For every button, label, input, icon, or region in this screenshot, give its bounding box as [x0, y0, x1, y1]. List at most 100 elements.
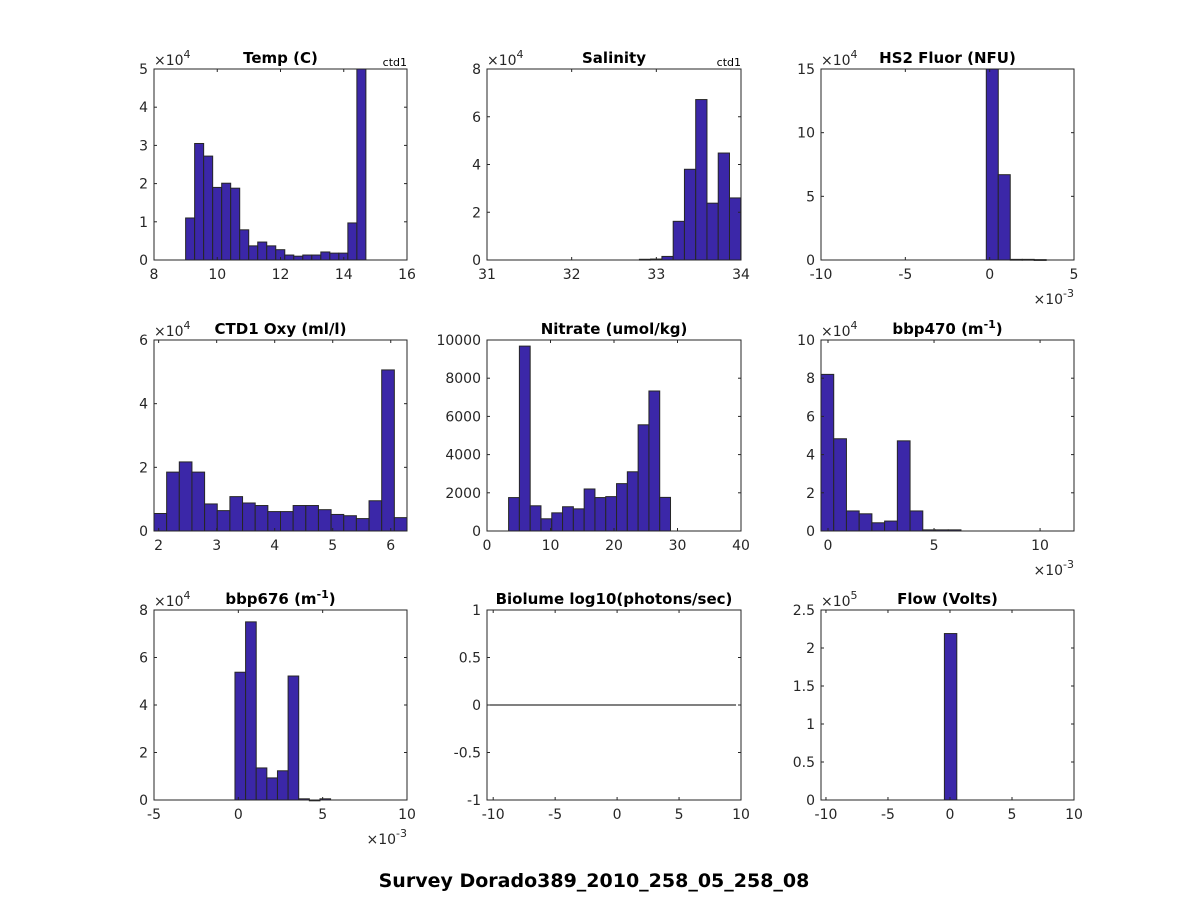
histogram-bar	[204, 503, 218, 532]
y-exponent-label: ×104	[821, 319, 858, 340]
histogram-bar	[997, 174, 1011, 261]
x-tick-label: 32	[563, 267, 581, 283]
subplot-title: Temp (C)	[243, 49, 318, 67]
y-tick-label: 5	[139, 62, 148, 78]
histogram-bar	[166, 471, 180, 532]
x-tick-label: 0	[483, 538, 492, 554]
histogram-bar	[845, 510, 860, 532]
x-tick-label: 0	[234, 807, 243, 823]
histogram-bar	[302, 254, 313, 261]
histogram-bar	[648, 390, 661, 532]
histogram-bar	[355, 518, 370, 532]
x-tick-label: 30	[669, 538, 687, 554]
histogram-bar	[229, 496, 244, 532]
histogram-bar	[311, 254, 322, 261]
y-tick-label: 8000	[445, 371, 481, 387]
y-tick-label: 1	[472, 603, 481, 619]
x-tick-label: -10	[815, 807, 838, 823]
y-tick-label: 2	[139, 177, 148, 193]
histogram-bar	[194, 142, 205, 261]
histogram-bar	[254, 505, 269, 532]
histogram-bar	[661, 255, 674, 261]
y-exponent-label: ×104	[154, 589, 191, 610]
histogram-bar	[858, 513, 873, 532]
x-tick-label: -5	[881, 807, 895, 823]
y-tick-label: 2	[806, 486, 815, 502]
y-tick-label: 10000	[436, 333, 481, 349]
histogram-bar	[728, 197, 742, 261]
histogram-bar	[245, 621, 257, 801]
histogram-bar	[381, 369, 395, 532]
y-tick-label: 6	[139, 651, 148, 667]
y-tick-label: 1.5	[793, 679, 815, 695]
histogram-bar	[284, 254, 295, 261]
figure-title: Survey Dorado389_2010_258_05_258_08	[378, 870, 810, 892]
x-tick-label: 12	[272, 267, 290, 283]
y-exponent-label: ×104	[487, 48, 524, 69]
histogram-bar	[276, 770, 289, 801]
histogram-bar	[329, 252, 340, 261]
subplot-title: bbp676 (m-1)	[225, 588, 335, 608]
x-tick-label: 14	[335, 267, 353, 283]
axes-box	[820, 609, 1075, 801]
histogram-bar	[529, 505, 542, 532]
y-tick-label: 5	[806, 189, 815, 205]
y-exponent-label: ×104	[154, 48, 191, 69]
y-tick-label: 6	[472, 110, 481, 126]
histogram-bar	[871, 522, 886, 532]
y-tick-label: 8	[472, 62, 481, 78]
y-tick-label: 2	[472, 205, 481, 221]
plot-area	[821, 69, 1074, 260]
x-tick-label: 5	[328, 538, 337, 554]
histogram-bar	[572, 508, 585, 532]
x-tick-label: 34	[732, 267, 750, 283]
histogram-bar	[266, 245, 277, 261]
histogram-bar	[672, 220, 685, 261]
y-tick-label: 0	[139, 253, 148, 269]
y-tick-label: 2000	[445, 486, 481, 502]
histogram-bar	[242, 502, 256, 532]
y-tick-label: 10	[797, 126, 815, 142]
histogram-bar	[255, 767, 268, 801]
x-tick-label: -5	[147, 807, 161, 823]
histogram-bar	[706, 202, 719, 261]
subplot-title: bbp470 (m-1)	[892, 318, 1002, 338]
x-tick-label: 10	[398, 807, 416, 823]
plot-area	[154, 610, 407, 800]
histogram-bar	[266, 777, 278, 801]
corner-tag: ctd1	[717, 56, 741, 69]
y-tick-label: 0	[139, 524, 148, 540]
histogram-bar	[695, 99, 708, 261]
y-tick-label: 1	[139, 215, 148, 231]
y-tick-label: 4	[139, 698, 148, 714]
y-tick-label: 2.5	[793, 603, 815, 619]
histogram-bar	[717, 152, 730, 261]
x-tick-label: 20	[605, 538, 623, 554]
x-exponent-label: ×10-3	[366, 827, 407, 848]
subplot-5: 0 10 20 30 40 0 2000 4000 6000 8000 10000 Nitrate (…	[436, 320, 749, 554]
x-tick-label: 10	[208, 267, 226, 283]
y-tick-label: 3	[139, 138, 148, 154]
histogram-bar	[909, 510, 924, 532]
histogram-bar	[185, 217, 196, 261]
histogram-bar	[562, 506, 574, 532]
histogram-bar	[683, 168, 697, 261]
subplot-title: Salinity	[582, 49, 646, 67]
histogram-bar	[287, 675, 300, 801]
axes-box	[153, 339, 408, 532]
y-tick-label: 6000	[445, 409, 481, 425]
y-tick-label: 4	[806, 448, 815, 464]
histogram-bar	[212, 186, 223, 261]
subplot-title: Nitrate (umol/kg)	[541, 320, 688, 338]
x-tick-label: 33	[647, 267, 665, 283]
y-tick-label: 4000	[445, 448, 481, 464]
histogram-bar	[508, 497, 520, 532]
histogram-bar	[293, 255, 304, 261]
histogram-bar	[884, 520, 898, 532]
histogram-bar	[583, 488, 596, 532]
histogram-bar	[659, 496, 672, 532]
histogram-bar	[551, 512, 564, 532]
histogram-bar	[518, 345, 531, 532]
